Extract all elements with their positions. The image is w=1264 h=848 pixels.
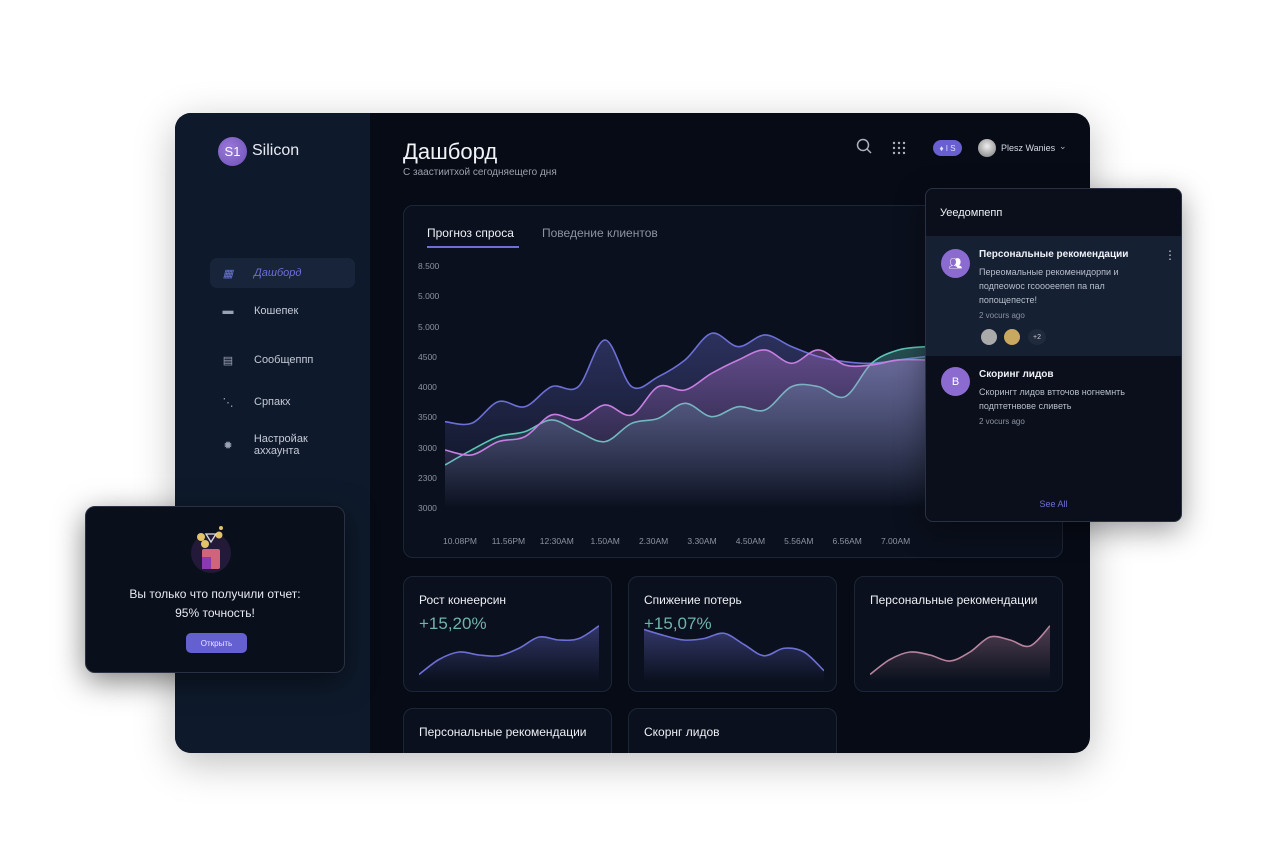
- metric-card-lead-scoring: Скорнг лидов: [628, 708, 837, 753]
- x-tick-label: 10.08PM: [442, 536, 478, 546]
- avatar: [981, 329, 997, 345]
- x-tick-label: 3.30AM: [687, 536, 717, 546]
- series-line: [445, 349, 926, 456]
- more-options-icon[interactable]: ⋮: [1164, 248, 1176, 262]
- metric-title: Персональные рекомендации: [419, 725, 587, 739]
- sparkline-line: [644, 628, 824, 672]
- sidebar-item-messages[interactable]: ▤ Сообщеппп: [210, 345, 355, 375]
- notification-time: 2 vocurs ago: [979, 311, 1025, 320]
- notification-body: Скорингт лидов втточов ногнемнть подптет…: [979, 387, 1125, 411]
- sidebar-item-wallet[interactable]: ▬ Кошепек: [210, 296, 355, 326]
- message-icon: ▤: [222, 354, 234, 367]
- sparkline: [419, 625, 599, 682]
- notification-title: Персональные рекомендации: [979, 249, 1129, 260]
- x-tick-label: 6.56AM: [832, 536, 862, 546]
- more-avatars-count: +2: [1028, 329, 1046, 345]
- page-title: Дашборд: [403, 139, 498, 164]
- x-tick-label: 7.00AM: [880, 536, 911, 546]
- metric-card-recommendations: Персональные рекомендации: [854, 576, 1063, 692]
- avatar: B: [941, 367, 970, 396]
- y-tick-label: 5.000: [418, 321, 440, 332]
- metric-card-churn: Спижение потерь +15,07%: [628, 576, 837, 692]
- sparkline-line: [419, 625, 599, 676]
- x-tick-label: 4.50AM: [735, 536, 766, 546]
- y-tick-label: 4000: [418, 382, 437, 392]
- chevron-down-icon[interactable]: ⌄: [1059, 141, 1067, 151]
- sidebar-item-dashboard[interactable]: ▦ Дашборд: [210, 258, 355, 288]
- sidebar-item-label: Сообщеппп: [254, 354, 314, 366]
- notification-item[interactable]: 👥︎ Персональные рекомендации Переомальны…: [926, 236, 1181, 356]
- users-icon: 👥︎: [941, 249, 970, 278]
- metric-card-recommendations-2: Персональные рекомендации: [403, 708, 612, 753]
- notification-title: Скоринг лидов: [979, 369, 1054, 380]
- notification-body: Переомальные рекоменидорпи и подпеоwос г…: [979, 267, 1119, 305]
- active-tab-indicator: [427, 246, 519, 248]
- notifications-title: Уеедомпепп: [940, 207, 1003, 219]
- popup-accuracy: 95% точность!: [175, 606, 255, 620]
- metric-title: Спижение потерь: [644, 593, 742, 607]
- y-tick-label: 3000: [418, 442, 437, 453]
- sidebar-item-label: Кошепек: [254, 305, 299, 317]
- metric-title: Рост конеерсин: [419, 593, 507, 607]
- x-tick-label: 5.56AM: [784, 536, 814, 546]
- grid-icon: ▦: [222, 267, 234, 280]
- sidebar-item-label: Дашборд: [254, 267, 302, 279]
- apps-grid-icon[interactable]: [892, 141, 906, 155]
- gear-icon: ✹: [223, 439, 233, 452]
- y-tick-label: 3500: [418, 412, 437, 423]
- user-name[interactable]: Plesz Wanies: [1001, 143, 1056, 153]
- sparkline: [644, 628, 824, 682]
- y-tick-label: 4500: [418, 351, 437, 362]
- sidebar-item-label: Српакх: [254, 396, 291, 408]
- y-tick-label: 2300: [418, 472, 437, 483]
- notification-time: 2 vocurs ago: [979, 417, 1025, 426]
- y-tick-label: 8.500: [418, 261, 440, 271]
- sparkline-area: [419, 625, 599, 682]
- gift-box-icon: [191, 526, 231, 573]
- popup-message: Вы только что получили отчет:: [129, 587, 301, 601]
- metric-value: +15,07%: [644, 614, 712, 633]
- series-line: [445, 332, 926, 426]
- y-tick-label: 3000: [418, 503, 437, 513]
- sidebar-item-label: Настройак аххаунта: [253, 433, 308, 457]
- search-icon[interactable]: [856, 138, 872, 154]
- tab-demand-forecast[interactable]: Прогноз спроса: [427, 226, 514, 240]
- open-report-button[interactable]: Открыть: [186, 633, 247, 653]
- notification-item[interactable]: B Скоринг лидов Скорингт лидов втточов н…: [926, 359, 1181, 439]
- user-avatar[interactable]: [978, 139, 996, 157]
- graph-icon: ⋱: [222, 396, 234, 409]
- metric-title: Персональные рекомендации: [870, 593, 1038, 607]
- status-badge[interactable]: ♦ I S: [933, 140, 962, 156]
- metric-value: +15,20%: [419, 614, 487, 633]
- sparkline-area: [644, 629, 824, 682]
- wallet-icon: ▬: [222, 305, 234, 317]
- logo: S1: [218, 137, 247, 166]
- sidebar-item-graphs[interactable]: ⋱ Српакх: [210, 387, 355, 417]
- x-tick-label: 1.50AM: [590, 536, 620, 546]
- series-area: [445, 349, 925, 508]
- page-subtitle: С заастиитхой сегодняещего дня: [403, 167, 557, 178]
- sidebar-item-settings[interactable]: ✹ Настройак аххаунта: [210, 430, 355, 460]
- sparkline-line: [870, 625, 1050, 676]
- notifications-panel: Уеедомпепп 👥︎ Персональные рекомендации …: [925, 188, 1182, 522]
- metric-title: Скорнг лидов: [644, 725, 720, 739]
- report-popup: Вы только что получили отчет: 95% точнос…: [85, 506, 345, 673]
- x-tick-label: 11.56PM: [491, 536, 526, 546]
- avatar: [1004, 329, 1020, 345]
- sparkline-area: [870, 625, 1050, 682]
- see-all-link[interactable]: See All: [1039, 499, 1068, 509]
- x-tick-label: 2.30AM: [638, 536, 669, 546]
- metric-card-conversion: Рост конеерсин +15,20%: [403, 576, 612, 692]
- x-tick-label: 12:30AM: [539, 536, 574, 546]
- y-tick-label: 5.000: [418, 291, 440, 302]
- tab-customer-behavior[interactable]: Поведение клиентов: [542, 226, 658, 240]
- brand-name: Silicon: [252, 142, 300, 159]
- demand-chart: [445, 332, 926, 508]
- sparkline: [870, 625, 1050, 682]
